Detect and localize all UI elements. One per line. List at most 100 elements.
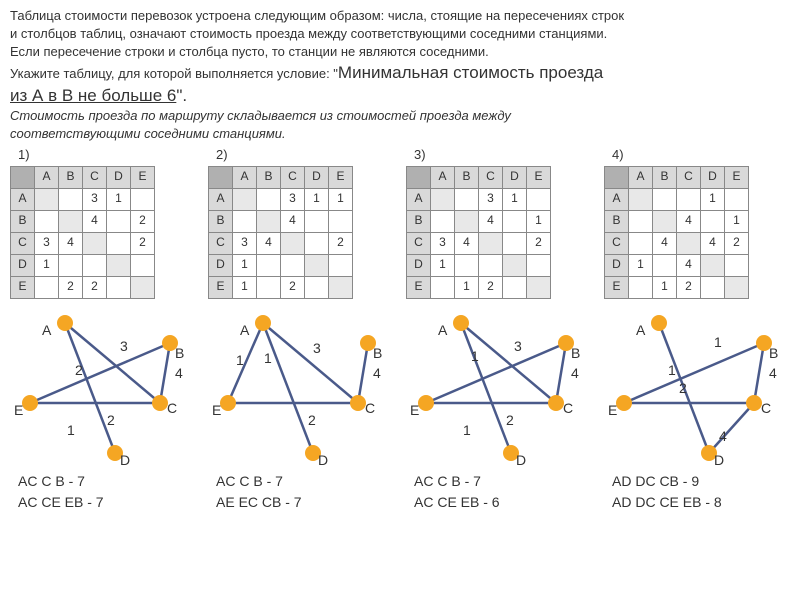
cost-cell: 1 [233,276,257,298]
edge-weight: 4 [719,428,727,444]
row-header: E [407,276,431,298]
option: 2)ABCDEA311B4C342D1E12ABCDE31142AC C B -… [208,147,398,514]
cost-cell [629,210,653,232]
graph: ABCDE31142 [208,303,398,468]
node-label: E [14,402,23,418]
cost-cell [677,232,701,254]
cost-cell [131,276,155,298]
node-label: A [42,322,52,338]
cost-cell: 2 [527,232,551,254]
path-line: AE EC CB - 7 [208,493,398,511]
row-header: B [209,210,233,232]
options-row: 1)ABCDEA31B42C342D1E22ABCDE31422AC C B -… [10,147,790,514]
cost-cell [233,210,257,232]
cost-cell: 4 [83,210,107,232]
path-line: AC C B - 7 [406,472,596,490]
cost-cell [479,254,503,276]
row-header: A [407,188,431,210]
graph-node [220,395,236,411]
cost-cell: 4 [701,232,725,254]
node-label: A [438,322,448,338]
option: 1)ABCDEA31B42C342D1E22ABCDE31422AC C B -… [10,147,200,514]
cost-cell [107,254,131,276]
col-header: A [431,166,455,188]
cost-cell [35,210,59,232]
option-number: 4) [604,147,794,164]
node-label: E [608,402,617,418]
node-label: B [769,345,778,361]
node-label: E [410,402,419,418]
cost-cell: 1 [35,254,59,276]
graph-edge [754,343,764,403]
col-header: A [629,166,653,188]
cost-cell: 2 [83,276,107,298]
row-header: B [605,210,629,232]
cost-cell: 4 [455,232,479,254]
cost-cell: 1 [305,188,329,210]
intro-line: соответствующими соседними станциями. [10,126,790,143]
cost-cell [35,276,59,298]
path-line: AC C B - 7 [10,472,200,490]
cost-cell [527,276,551,298]
cost-cell [281,232,305,254]
row-header: C [11,232,35,254]
row-header: E [209,276,233,298]
path-line: AC CE EB - 7 [10,493,200,511]
cost-cell [431,276,455,298]
cost-cell [131,188,155,210]
row-header: A [11,188,35,210]
row-header: D [407,254,431,276]
cost-cell: 3 [233,232,257,254]
row-header: C [605,232,629,254]
col-header: C [281,166,305,188]
graph-edge [624,343,764,403]
col-header: D [503,166,527,188]
node-label: D [714,452,724,468]
cost-table: ABCDEA31B42C342D1E22 [10,166,155,299]
cost-cell: 2 [725,232,749,254]
cost-cell: 2 [677,276,701,298]
intro-line: и столбцов таблиц, означают стоимость пр… [10,26,790,43]
path-line: AC CE EB - 6 [406,493,596,511]
col-header: B [455,166,479,188]
edge-weight: 2 [75,362,83,378]
edge-weight: 4 [373,365,381,381]
edge-weight: 4 [571,365,579,381]
cost-cell: 2 [329,232,353,254]
cost-cell [329,210,353,232]
option: 4)ABCDEA1B41C442D14E12ABCDE14142AD DC CB… [604,147,794,514]
cost-cell [59,210,83,232]
cost-cell [701,276,725,298]
row-header: D [605,254,629,276]
cost-cell [455,210,479,232]
node-label: B [571,345,580,361]
graph-node [255,315,271,331]
cost-cell [257,276,281,298]
cost-cell: 4 [677,254,701,276]
path-line: AD DC CB - 9 [604,472,794,490]
cost-cell [629,276,653,298]
intro-line: Если пересечение строки и столбца пусто,… [10,44,790,61]
problem-statement: Таблица стоимости перевозок устроена сле… [10,8,790,143]
node-label: D [120,452,130,468]
graph: ABCDE14142 [604,303,794,468]
col-header: C [677,166,701,188]
edge-weight: 4 [769,365,777,381]
cost-cell [653,210,677,232]
cost-cell [725,276,749,298]
cost-cell [305,276,329,298]
graph-edge [358,343,368,403]
graph-node [152,395,168,411]
graph: ABCDE31422 [10,303,200,468]
intro-line: Укажите таблицу, для которой выполняется… [10,62,790,84]
node-label: B [175,345,184,361]
cost-cell: 4 [257,232,281,254]
col-header: E [527,166,551,188]
cost-cell [305,254,329,276]
row-header: E [605,276,629,298]
cost-cell [629,232,653,254]
row-header: B [407,210,431,232]
option-number: 3) [406,147,596,164]
cost-cell: 3 [431,232,455,254]
node-label: C [167,400,177,416]
